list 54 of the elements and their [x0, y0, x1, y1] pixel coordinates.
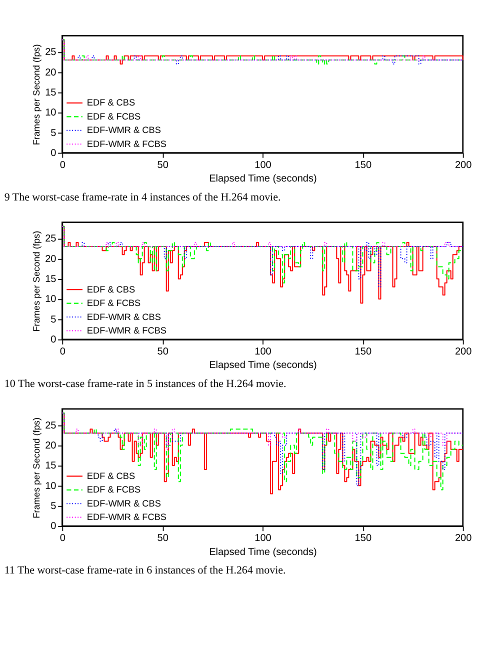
y-tick-label: 20 [45, 67, 57, 78]
x-tick-label: 150 [354, 346, 372, 358]
legend-label: EDF & CBS [86, 284, 136, 294]
legend-label: EDF & CBS [86, 98, 136, 108]
x-tick-label: 100 [254, 160, 272, 171]
x-tick-label: 100 [254, 346, 272, 358]
x-tick-label: 0 [60, 160, 66, 171]
y-tick-label: 15 [45, 87, 57, 98]
x-tick-label: 100 [254, 533, 272, 544]
y-tick-label: 5 [50, 128, 57, 139]
y-tick-label: 25 [45, 420, 57, 432]
legend-label: EDF-WMR & CBS [86, 312, 161, 322]
legend-label: EDF-WMR & CBS [86, 125, 161, 136]
x-tick-label: 200 [454, 533, 472, 544]
y-axis-title: Frames per Second (fps) [32, 44, 42, 146]
y-tick-label: 15 [45, 274, 57, 286]
x-tick-label: 0 [60, 533, 66, 544]
y-tick-label: 20 [45, 440, 57, 452]
x-axis-title: Elapsed Time (seconds) [209, 174, 317, 185]
x-tick-label: 0 [60, 346, 66, 358]
x-tick-label: 200 [454, 160, 472, 171]
y-tick-label: 10 [45, 108, 57, 119]
y-axis-title: Frames per Second (fps) [32, 417, 42, 518]
y-tick-label: 10 [45, 294, 57, 306]
x-tick-label: 150 [354, 533, 372, 544]
legend-label: EDF & FCBS [86, 484, 141, 495]
x-tick-label: 150 [354, 160, 372, 171]
legend-label: EDF-WMR & CBS [86, 498, 161, 508]
y-tick-label: 15 [45, 460, 57, 472]
y-tick-label: 0 [50, 334, 57, 346]
y-tick-label: 10 [45, 480, 57, 492]
x-tick-label: 50 [157, 533, 169, 544]
legend-label: EDF & CBS [86, 470, 136, 481]
legend-label: EDF & FCBS [86, 298, 141, 308]
legend-label: EDF & FCBS [86, 111, 141, 122]
text: 10 The worst-case frame-rate in 5 instances of the H.264 movie. [4, 378, 286, 390]
text: 9 The worst-case frame-rate in 4 instances of the H.264 movie. [4, 191, 281, 204]
y-tick-label: 5 [50, 314, 57, 326]
legend-label: EDF-WMR & FCBS [86, 138, 166, 149]
y-axis-title: Frames per Second (fps) [32, 230, 42, 332]
x-tick-label: 200 [454, 346, 472, 358]
y-tick-label: 20 [45, 254, 57, 265]
x-axis-title: Elapsed Time (seconds) [209, 360, 317, 372]
y-tick-label: 25 [45, 234, 57, 245]
y-tick-label: 0 [50, 148, 57, 160]
y-tick-label: 5 [50, 501, 57, 512]
y-tick-label: 25 [45, 47, 57, 58]
x-tick-label: 50 [157, 346, 169, 358]
text: 11 The worst-case frame-rate in 6 instances of the H.264 movie. [4, 564, 286, 577]
legend-label: EDF-WMR & FCBS [86, 512, 166, 522]
x-axis-title: Elapsed Time (seconds) [209, 546, 317, 558]
y-tick-label: 0 [50, 521, 57, 532]
legend-label: EDF-WMR & FCBS [86, 325, 166, 336]
x-tick-label: 50 [157, 160, 169, 171]
